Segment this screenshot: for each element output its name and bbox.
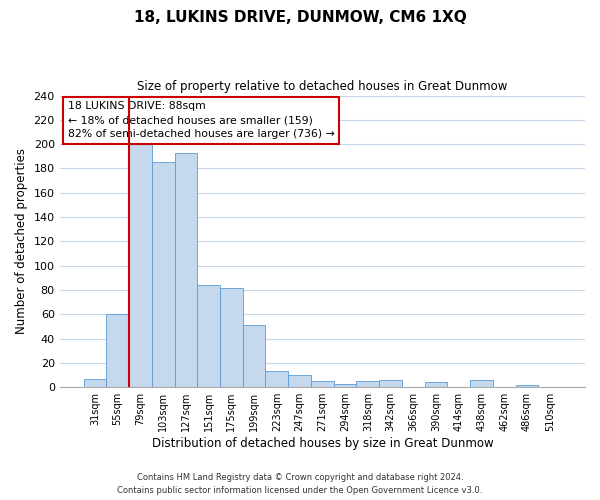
- Bar: [425, 382, 448, 387]
- Bar: [265, 372, 288, 387]
- Bar: [243, 325, 265, 387]
- Bar: [220, 288, 243, 387]
- Bar: [334, 384, 356, 387]
- Bar: [197, 285, 220, 387]
- Bar: [288, 375, 311, 387]
- Bar: [356, 381, 379, 387]
- Bar: [311, 381, 334, 387]
- Bar: [515, 385, 538, 387]
- Title: Size of property relative to detached houses in Great Dunmow: Size of property relative to detached ho…: [137, 80, 508, 93]
- Text: 18 LUKINS DRIVE: 88sqm
← 18% of detached houses are smaller (159)
82% of semi-de: 18 LUKINS DRIVE: 88sqm ← 18% of detached…: [68, 102, 334, 140]
- X-axis label: Distribution of detached houses by size in Great Dunmow: Distribution of detached houses by size …: [152, 437, 493, 450]
- Text: Contains HM Land Registry data © Crown copyright and database right 2024.
Contai: Contains HM Land Registry data © Crown c…: [118, 473, 482, 495]
- Bar: [175, 152, 197, 387]
- Bar: [129, 143, 152, 387]
- Text: 18, LUKINS DRIVE, DUNMOW, CM6 1XQ: 18, LUKINS DRIVE, DUNMOW, CM6 1XQ: [134, 10, 466, 25]
- Bar: [470, 380, 493, 387]
- Bar: [152, 162, 175, 387]
- Bar: [83, 378, 106, 387]
- Y-axis label: Number of detached properties: Number of detached properties: [15, 148, 28, 334]
- Bar: [106, 314, 129, 387]
- Bar: [379, 380, 402, 387]
